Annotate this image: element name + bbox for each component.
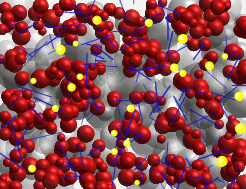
Circle shape [74, 42, 76, 44]
Circle shape [129, 106, 131, 109]
Circle shape [236, 124, 245, 133]
Circle shape [172, 65, 175, 68]
Circle shape [125, 142, 127, 144]
Circle shape [93, 16, 101, 24]
Circle shape [181, 71, 183, 74]
Circle shape [223, 55, 225, 57]
Circle shape [223, 54, 227, 59]
Circle shape [112, 149, 117, 154]
Circle shape [78, 75, 80, 77]
Circle shape [127, 105, 134, 112]
Circle shape [147, 21, 149, 23]
Circle shape [32, 79, 34, 81]
Circle shape [112, 132, 115, 134]
Circle shape [145, 19, 152, 26]
Circle shape [112, 131, 117, 136]
Circle shape [124, 141, 130, 146]
Circle shape [179, 35, 187, 43]
Circle shape [236, 94, 240, 97]
Circle shape [219, 158, 223, 162]
Circle shape [217, 156, 227, 166]
Circle shape [58, 47, 61, 50]
Circle shape [180, 36, 184, 40]
Circle shape [235, 92, 243, 100]
Circle shape [237, 125, 241, 129]
Circle shape [113, 150, 115, 152]
Circle shape [56, 45, 65, 54]
Circle shape [29, 165, 35, 172]
Circle shape [180, 70, 186, 76]
Circle shape [207, 63, 210, 66]
Circle shape [53, 107, 56, 109]
Circle shape [136, 181, 138, 183]
Circle shape [171, 64, 178, 71]
Circle shape [68, 84, 75, 91]
Circle shape [52, 106, 58, 111]
Circle shape [69, 85, 72, 88]
Circle shape [74, 41, 78, 46]
Circle shape [31, 78, 36, 83]
Circle shape [77, 74, 82, 79]
Circle shape [30, 167, 32, 169]
Circle shape [206, 62, 213, 70]
Circle shape [94, 18, 98, 21]
Circle shape [135, 180, 139, 185]
